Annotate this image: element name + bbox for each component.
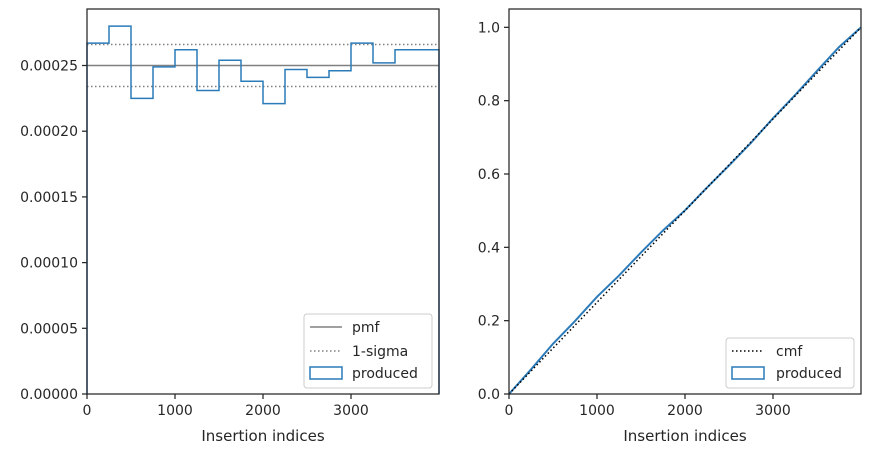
chart-right-data (508, 26, 862, 395)
chart-left-data (86, 25, 440, 394)
chart-left-legend: pmf 1-sigma produced (303, 313, 433, 389)
chart-left: 0 1000 2000 3000 0.000000.000050.000100.000… (20, 8, 440, 445)
chart-right-y-ticks: 0.0 0.2 0.4 0.6 0.8 1.0 (478, 20, 509, 403)
chart-left-y-tick-label: 0.00025 (20, 59, 78, 75)
chart-left-x-tick-label: 3000 (333, 403, 369, 419)
chart-left-y-tick-label: 0.00020 (20, 124, 78, 140)
chart-right-background (509, 9, 861, 394)
chart-right-x-tick-label: 3000 (755, 403, 791, 419)
chart-right-y-tick-label: 0.8 (478, 94, 500, 110)
chart-left-y-tick-label: 0.00005 (20, 321, 78, 337)
chart-right-x-ticks: 0 1000 2000 3000 (505, 394, 791, 419)
legend-produced-swatch (309, 366, 343, 380)
chart-right-x-axis-label: Insertion indices (623, 427, 746, 445)
legend-produced-swatch-right (731, 366, 765, 380)
chart-right-legend-box (725, 337, 855, 389)
chart-left-x-tick-label: 0 (83, 403, 92, 419)
chart-right-x-tick-label: 1000 (579, 403, 615, 419)
chart-right-y-tick-label: 1.0 (478, 20, 500, 36)
chart-right: 0 1000 2000 3000 0.0 0.2 0.4 0.6 0.8 1.0 Inserti… (478, 8, 862, 445)
chart-left-x-axis-label: Insertion indices (201, 427, 324, 445)
legend-produced-label-right: produced (776, 366, 842, 382)
chart-left-y-tick-label: 0.00000 (20, 387, 78, 403)
chart-right-y-tick-label: 0.2 (478, 314, 500, 330)
chart-left-y-tick-label: 0.00010 (20, 256, 78, 272)
legend-produced-label: produced (352, 366, 418, 382)
chart-right-x-tick-label: 2000 (667, 403, 703, 419)
cmf-line (508, 26, 862, 395)
chart-right-y-tick-label: 0.0 (478, 387, 500, 403)
legend-1-sigma-label: 1-sigma (352, 344, 408, 360)
produced-cumulative-line (508, 26, 862, 395)
chart-left-y-ticks: 0.00000 0.00005 0.00010 0.00015 0.00020 0.000… (20, 59, 87, 403)
legend-cmf-label: cmf (776, 344, 803, 360)
chart-right-y-tick-label: 0.4 (478, 240, 500, 256)
chart-right-x-tick-label: 0 (505, 403, 514, 419)
legend-pmf-label: pmf (352, 320, 381, 336)
chart-right-y-tick-label: 0.6 (478, 167, 500, 183)
produced-histogram (86, 25, 440, 394)
chart-right-legend: cmf produced (725, 337, 855, 389)
chart-left-y-tick-label: 0.00015 (20, 190, 78, 206)
chart-left-x-ticks: 0 1000 2000 3000 (83, 394, 369, 419)
chart-left-x-tick-label: 1000 (157, 403, 193, 419)
chart-left-x-tick-label: 2000 (245, 403, 281, 419)
chart-left-legend-box (303, 313, 433, 389)
